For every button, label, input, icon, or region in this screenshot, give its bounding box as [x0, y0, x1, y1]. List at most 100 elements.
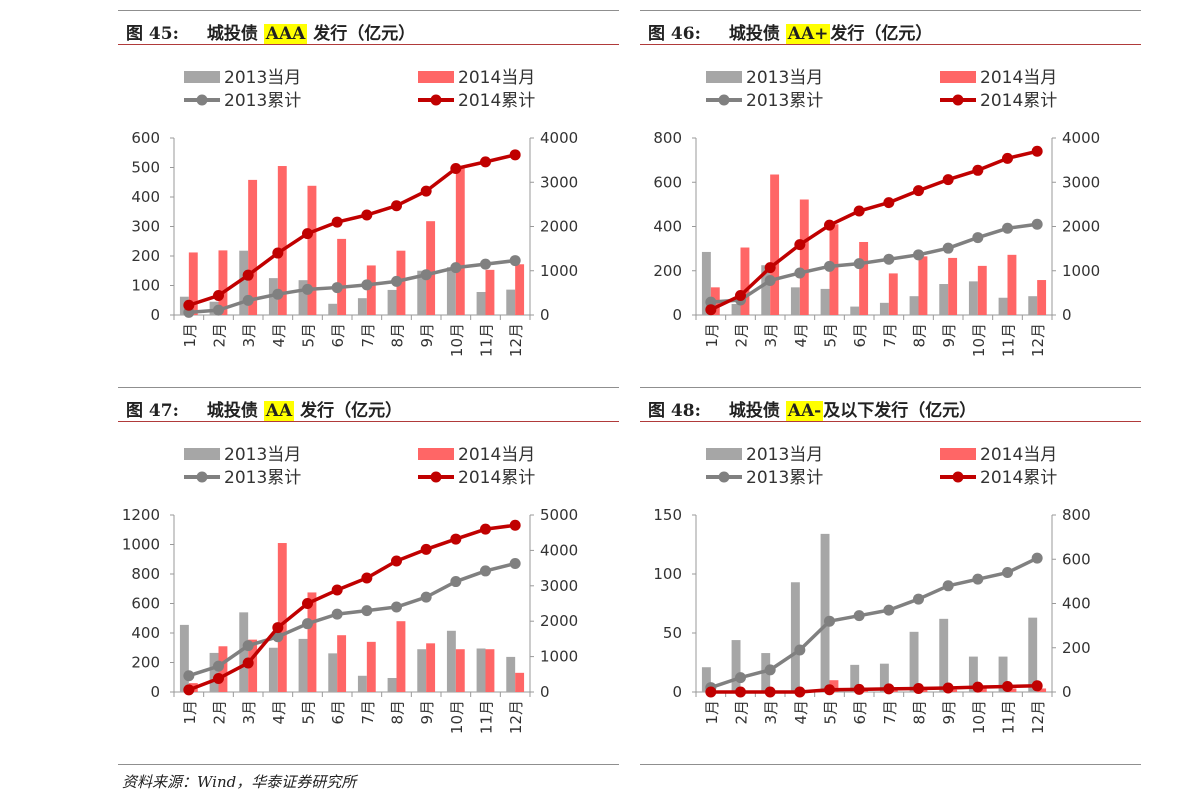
series-point: [764, 664, 776, 676]
x-tick-label: 6月: [329, 700, 347, 725]
bar: [357, 298, 367, 315]
series-point: [450, 533, 462, 545]
legend-label: 2013累计: [224, 468, 301, 488]
series-point: [450, 262, 462, 274]
rating-highlight: AA: [263, 401, 295, 421]
y-left-tick-label: 200: [131, 247, 160, 265]
bar: [307, 185, 317, 315]
figure-title-suffix: 发行（亿元）: [830, 24, 933, 44]
series-point: [883, 683, 895, 695]
legend-entry: 2013累计: [706, 91, 823, 111]
series-point: [242, 657, 254, 669]
series-point: [972, 232, 984, 244]
bar: [1007, 254, 1017, 315]
y-right-tick-label: 3000: [540, 173, 578, 191]
y-left-tick-label: 200: [653, 262, 682, 280]
figure-title: 图 47: 城投债 AA 发行（亿元）: [126, 396, 402, 421]
legend-marker: [196, 94, 208, 106]
legend-label: 2014当月: [980, 445, 1057, 465]
bar: [909, 631, 919, 692]
bar: [366, 641, 376, 692]
series-point: [213, 673, 224, 685]
bar: [239, 612, 249, 692]
bar: [948, 257, 958, 315]
x-tick-label: 7月: [881, 700, 899, 725]
y-right-tick-label: 2000: [1062, 218, 1100, 236]
series-point: [853, 610, 865, 622]
bar: [277, 166, 287, 315]
series-point: [735, 290, 746, 302]
series-point: [1002, 680, 1013, 692]
legend-label: 2013累计: [746, 468, 823, 488]
legend-swatch: [184, 448, 220, 460]
bar: [515, 264, 525, 315]
figure-title: 图 45: 城投债 AAA 发行（亿元）: [126, 19, 415, 44]
bar: [455, 166, 465, 315]
series-point: [824, 615, 835, 627]
series-point: [913, 249, 924, 261]
x-tick-label: 7月: [359, 323, 377, 348]
legend-label: 2014当月: [980, 68, 1057, 88]
legend-entry: 2013当月: [184, 445, 301, 465]
legend-label: 2014累计: [458, 468, 535, 488]
y-right-tick-label: 4000: [540, 541, 578, 559]
series-point: [824, 260, 835, 272]
bar: [820, 288, 830, 315]
series-point: [735, 672, 746, 684]
y-right-tick-label: 0: [1062, 306, 1072, 324]
x-tick-label: 10月: [448, 700, 466, 734]
series-point: [1031, 218, 1043, 230]
legend-marker: [430, 94, 442, 106]
series-point: [391, 275, 402, 287]
legend-label: 2013当月: [746, 445, 823, 465]
x-tick-label: 4月: [270, 323, 288, 348]
bar: [396, 621, 406, 692]
legend-marker: [718, 94, 730, 106]
legend-label: 2014当月: [458, 445, 535, 465]
legend-label: 2013当月: [746, 68, 823, 88]
x-tick-label: 10月: [448, 323, 466, 357]
series-point: [242, 294, 254, 306]
series-point: [272, 288, 284, 300]
legend-marker: [196, 471, 208, 483]
figure-number: 图 48:: [648, 401, 701, 421]
series-line: [188, 153, 516, 307]
series-line: [188, 523, 516, 692]
rating-highlight: AA+: [785, 24, 831, 44]
bar-line-chart: 2013当月 2014当月 2013累计 2014累计 0 50 100 150 0 200 400…: [653, 445, 1090, 734]
top-rule: [118, 387, 619, 388]
legend-entry: 2013当月: [706, 445, 823, 465]
y-left-tick-label: 800: [653, 129, 682, 147]
series-point: [420, 269, 432, 281]
x-tick-label: 12月: [507, 700, 525, 734]
bar: [446, 267, 456, 315]
series-point: [480, 565, 491, 577]
series-point: [302, 618, 313, 630]
bar: [909, 296, 919, 315]
bar: [850, 664, 860, 692]
footer-rule-right: [640, 764, 1141, 765]
legend-entry: 2013累计: [184, 468, 301, 488]
y-left-tick-label: 50: [663, 624, 682, 642]
y-left-tick-label: 0: [672, 683, 682, 701]
bar: [387, 289, 397, 315]
y-right-tick-label: 0: [540, 306, 550, 324]
series-point: [450, 163, 462, 175]
y-left-tick-label: 800: [131, 565, 160, 583]
series-point: [883, 253, 895, 265]
bar: [968, 656, 978, 692]
series-point: [361, 605, 373, 617]
bar: [731, 303, 741, 315]
series-point: [213, 304, 224, 316]
bar: [218, 250, 228, 315]
bar: [1007, 688, 1017, 692]
rating-highlight: AAA: [263, 24, 308, 44]
series-point: [361, 279, 373, 291]
series-point: [331, 608, 343, 620]
x-tick-label: 9月: [418, 700, 436, 725]
figure-title-prefix: 城投债: [206, 24, 264, 44]
series-point: [794, 267, 806, 279]
x-tick-label: 8月: [389, 323, 407, 348]
bar: [268, 647, 278, 692]
series-point: [942, 174, 954, 186]
